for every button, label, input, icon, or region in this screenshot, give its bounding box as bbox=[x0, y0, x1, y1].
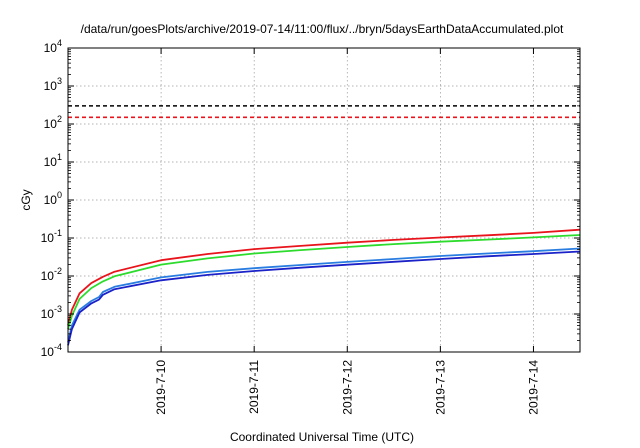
grid bbox=[68, 48, 580, 352]
series-lines bbox=[67, 228, 581, 346]
y-tick-label: 104 bbox=[44, 38, 62, 55]
x-tick-label: 2019-7-11 bbox=[247, 360, 261, 414]
y-tick-label: 10-3 bbox=[41, 304, 62, 321]
series-line bbox=[67, 250, 581, 346]
y-tick-label: 10-1 bbox=[41, 228, 62, 245]
y-axis-ticks: 10-4 10-3 10-2 10-1 100 101 102 103 104 bbox=[41, 38, 580, 359]
series-line bbox=[67, 234, 581, 330]
y-axis-label: cGy bbox=[19, 189, 33, 210]
y-tick-label: 101 bbox=[44, 152, 62, 169]
series-line bbox=[67, 247, 581, 343]
y-tick-label: 10-4 bbox=[41, 342, 62, 359]
series-line bbox=[67, 228, 581, 326]
y-tick-label: 103 bbox=[44, 76, 62, 93]
x-axis-ticks: 2019-7-10 2019-7-11 2019-7-12 2019-7-13 2019… bbox=[154, 48, 540, 415]
chart-title: /data/run/goesPlots/archive/2019-07-14/1… bbox=[81, 22, 564, 36]
x-tick-label: 2019-7-14 bbox=[526, 360, 540, 415]
y-tick-label: 10-2 bbox=[41, 266, 62, 283]
y-tick-label: 102 bbox=[44, 114, 62, 131]
x-tick-label: 2019-7-12 bbox=[340, 360, 354, 415]
x-tick-label: 2019-7-13 bbox=[433, 360, 447, 415]
x-tick-label: 2019-7-10 bbox=[154, 360, 168, 415]
threshold-lines bbox=[68, 105, 580, 119]
y-tick-label: 100 bbox=[44, 190, 62, 207]
x-axis-label: Coordinated Universal Time (UTC) bbox=[230, 430, 414, 444]
